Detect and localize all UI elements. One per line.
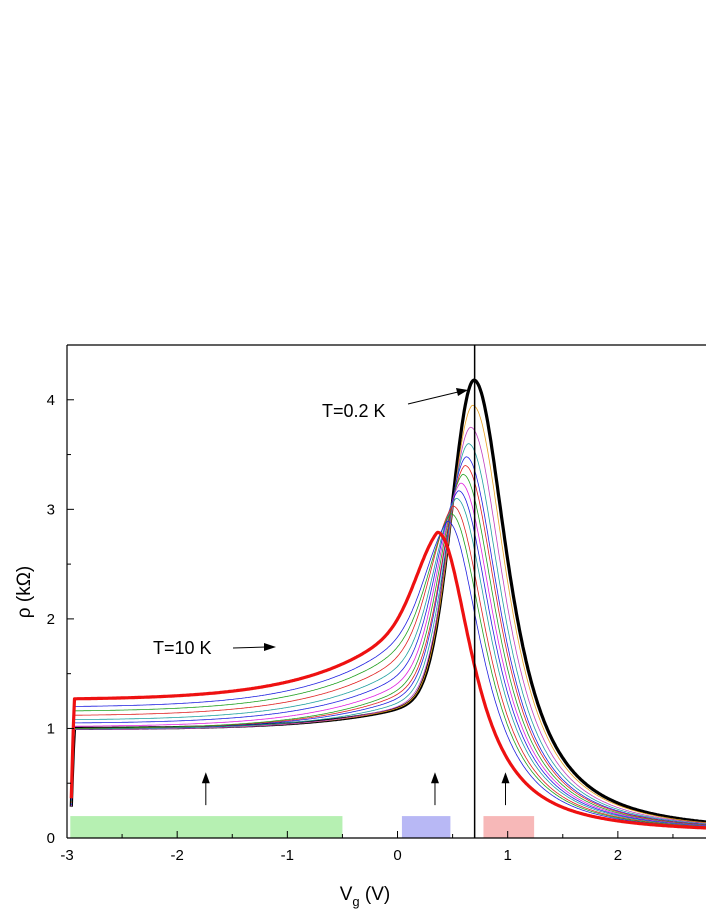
annotation-low-temp: T=0.2 K — [322, 388, 468, 421]
annotation-low-temp-arrow — [407, 391, 459, 405]
x-tick-label-1: -2 — [171, 847, 184, 864]
region-bar-0 — [70, 816, 343, 838]
x-tick-label-3: 0 — [393, 847, 401, 864]
series-line-0 — [69, 378, 706, 824]
x-tick-label-2: -1 — [281, 847, 294, 864]
x-axis-title: Vg (V) — [340, 884, 391, 909]
y-tick-label-4: 4 — [47, 392, 55, 409]
y-tick-label-0: 0 — [47, 830, 55, 847]
x-tick-label-4: 1 — [504, 847, 512, 864]
series-line-7 — [70, 482, 706, 827]
y-tick-label-3: 3 — [47, 501, 55, 518]
data-curves — [69, 378, 706, 830]
annotation-high-temp-label: T=10 K — [153, 638, 212, 658]
region-arrows — [201, 772, 510, 806]
series-line-1 — [70, 404, 706, 824]
y-tick-label-1: 1 — [47, 720, 55, 737]
region-arrowhead-2 — [501, 772, 510, 784]
series-line-12 — [70, 521, 706, 828]
annotation-high-temp-arrow — [232, 646, 267, 649]
region-arrowhead-1 — [430, 772, 439, 784]
series-line-9 — [70, 498, 706, 827]
series-line-11 — [70, 513, 706, 828]
y-tick-label-2: 2 — [47, 611, 55, 628]
x-tick-label-5: 2 — [614, 847, 622, 864]
annotation-high-temp-arrowhead — [264, 643, 276, 651]
annotation-high-temp: T=10 K — [153, 638, 276, 658]
plot-frame — [66, 344, 706, 839]
series-line-2 — [70, 426, 706, 824]
region-bar-1 — [401, 816, 451, 838]
series-line-6 — [70, 473, 706, 826]
region-bar-2 — [483, 816, 535, 838]
annotation-low-temp-label: T=0.2 K — [322, 401, 386, 421]
annotation-low-temp-arrowhead — [456, 388, 468, 396]
region-arrowhead-0 — [201, 772, 210, 784]
series-line-3 — [70, 443, 706, 825]
series-line-10 — [70, 505, 706, 828]
series-line-8 — [70, 490, 706, 827]
series-line-13 — [69, 530, 706, 830]
x-tick-label-0: -3 — [60, 847, 73, 864]
region-bars — [70, 816, 535, 838]
axis-ticks: -3 -2 -1 0 1 2 0 1 2 3 4 — [47, 392, 674, 864]
y-axis-title: ρ (kΩ) — [14, 566, 35, 618]
